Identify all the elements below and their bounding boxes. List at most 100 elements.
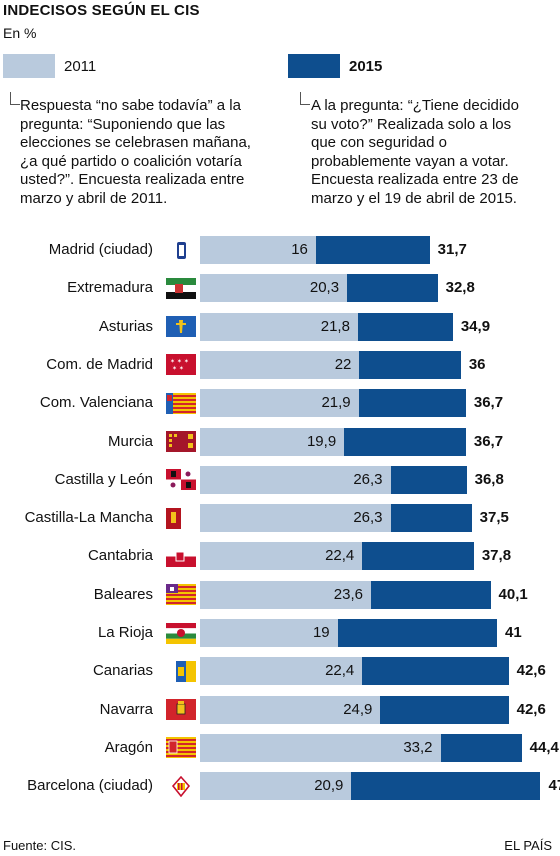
legend-2015-note-line: su voto?” Realizada solo a los (311, 115, 512, 133)
category-label: La Rioja (97, 624, 153, 641)
legend-2011-note-line: marzo y abril de 2011. (20, 189, 168, 207)
value-label-2015: 36 (468, 355, 486, 373)
extremadura-flag-icon (166, 277, 196, 299)
value-label-2011: 23,6 (333, 585, 363, 603)
value-label-2015: 47 (548, 777, 560, 795)
svg-text:✶ ✶ ✶: ✶ ✶ ✶ (170, 358, 189, 365)
legend-2015-note-line: que con seguridad o (311, 134, 447, 151)
bar-2015 (390, 465, 467, 494)
legend-2011-note-line: Respuesta “no sabe todavía” a la (20, 97, 241, 114)
valencia-flag-icon (166, 392, 196, 414)
legend-2011-note-line: ¿a qué partido o coalición votaría (20, 152, 242, 170)
value-label-2011: 26,3 (353, 509, 383, 527)
value-label-2015: 40,1 (498, 585, 528, 603)
castilla-la-mancha-flag-icon (166, 507, 196, 529)
asturias-flag-icon (166, 316, 196, 338)
legend-2011-note-line: elecciones se celebrasen mañana, (20, 134, 251, 151)
la-rioja-flag-icon (166, 622, 196, 644)
bar-2015 (359, 350, 461, 379)
value-label-2015: 34,9 (460, 317, 491, 335)
category-label: Canarias (92, 662, 153, 680)
bar-2011 (200, 619, 338, 647)
category-label: Baleares (93, 585, 153, 603)
legend-2011-note: Respuesta “no sabe todavía” a la pregunta… (20, 97, 251, 208)
category-label: Cantabria (87, 547, 153, 565)
category-label: Asturias (98, 317, 153, 335)
value-label-2015: 32,8 (445, 279, 475, 297)
baleares-flag-icon (166, 584, 196, 606)
value-label-2015: 44,4 (529, 738, 559, 756)
source-note: Fuente: CIS. (3, 838, 76, 853)
bar-2015 (337, 619, 498, 647)
murcia-flag-icon (166, 431, 196, 452)
bar-2015 (362, 657, 509, 686)
bar-2011 (200, 427, 345, 456)
value-label-2015: 42,6 (516, 662, 546, 680)
barcelona-city-flag-icon (166, 775, 196, 797)
legend-2015-note: A la pregunta: “¿Tiene decidido su voto?”… (311, 97, 519, 208)
category-label: Murcia (107, 432, 153, 450)
value-label-2011: 21,8 (320, 317, 350, 335)
category-label: Com. de Madrid (46, 355, 153, 373)
legend-2011-bracket (10, 92, 20, 105)
value-label-2011: 22 (334, 355, 352, 373)
value-label-2011: 22,4 (325, 547, 355, 565)
value-label-2011: 26,3 (353, 470, 383, 488)
bar-2011 (200, 389, 359, 418)
value-label-2015: 36,7 (473, 432, 504, 450)
value-label-2015: 36,7 (473, 394, 504, 412)
cantabria-flag-icon (166, 545, 196, 567)
value-label-2015: 31,7 (437, 241, 467, 258)
category-label: Madrid (ciudad) (48, 241, 153, 258)
value-label-2015: 36,8 (474, 470, 504, 488)
bar-2011 (200, 772, 352, 801)
legend-2011-note-line: usted?”. Encuesta realizada entre (20, 171, 245, 188)
legend-2015-label: 2015 (349, 58, 383, 75)
value-label-2011: 22,4 (325, 662, 355, 680)
value-label-2011: 19,9 (306, 432, 337, 450)
chart-title: INDECISOS SEGÚN EL CIS (3, 2, 200, 19)
bar-2011 (200, 580, 371, 609)
category-label: Com. Valenciana (39, 394, 153, 412)
value-label-2011: 20,3 (309, 279, 340, 297)
madrid-city-flag-icon (166, 239, 196, 261)
bar-2011 (200, 657, 363, 686)
category-label: Barcelona (ciudad) (27, 777, 153, 795)
legend-2011-swatch (3, 54, 55, 78)
value-label-2011: 21,9 (321, 394, 351, 412)
value-label-2011: 33,2 (403, 738, 433, 756)
aragon-flag-icon (166, 737, 196, 759)
legend-2015-note-line: Encuesta realizada entre 23 de (311, 171, 519, 188)
bar-2011 (200, 733, 441, 762)
legend-2011-note-line: pregunta: “Suponiendo que las (20, 115, 226, 133)
bar-2011 (200, 350, 360, 379)
bar-2011 (200, 274, 348, 303)
bar-2015 (347, 274, 438, 303)
chart-subtitle: En % (3, 25, 37, 41)
bar-2015 (315, 236, 430, 264)
value-label-2015: 41 (505, 624, 522, 641)
bar-2015 (440, 733, 522, 762)
castilla-leon-flag-icon (166, 469, 196, 491)
bar-2015 (358, 389, 466, 418)
category-label: Castilla y León (54, 470, 153, 488)
bar-2011 (200, 236, 316, 264)
value-label-2011: 16 (291, 241, 308, 258)
legend-2015-note-line: A la pregunta: “¿Tiene decidido (311, 97, 519, 114)
category-label: Extremadura (67, 279, 153, 297)
navarra-flag-icon (166, 699, 196, 721)
bar-2015 (390, 504, 472, 533)
publisher-credit: EL PAÍS (504, 838, 552, 853)
bar-2011 (200, 465, 391, 494)
bar-2011 (200, 312, 358, 341)
legend-2015-bracket (300, 92, 310, 105)
category-label: Navarra (99, 700, 153, 718)
value-label-2015: 42,6 (516, 700, 546, 718)
canarias-flag-icon (166, 660, 196, 682)
svg-text:✶ ✶: ✶ ✶ (172, 365, 184, 372)
bar-2015 (351, 772, 541, 801)
category-label: Castilla-La Mancha (24, 509, 153, 527)
bar-2015 (362, 542, 474, 571)
legend-2015-note-line: probablemente vayan a votar. (311, 152, 509, 170)
bar-2015 (380, 695, 509, 724)
